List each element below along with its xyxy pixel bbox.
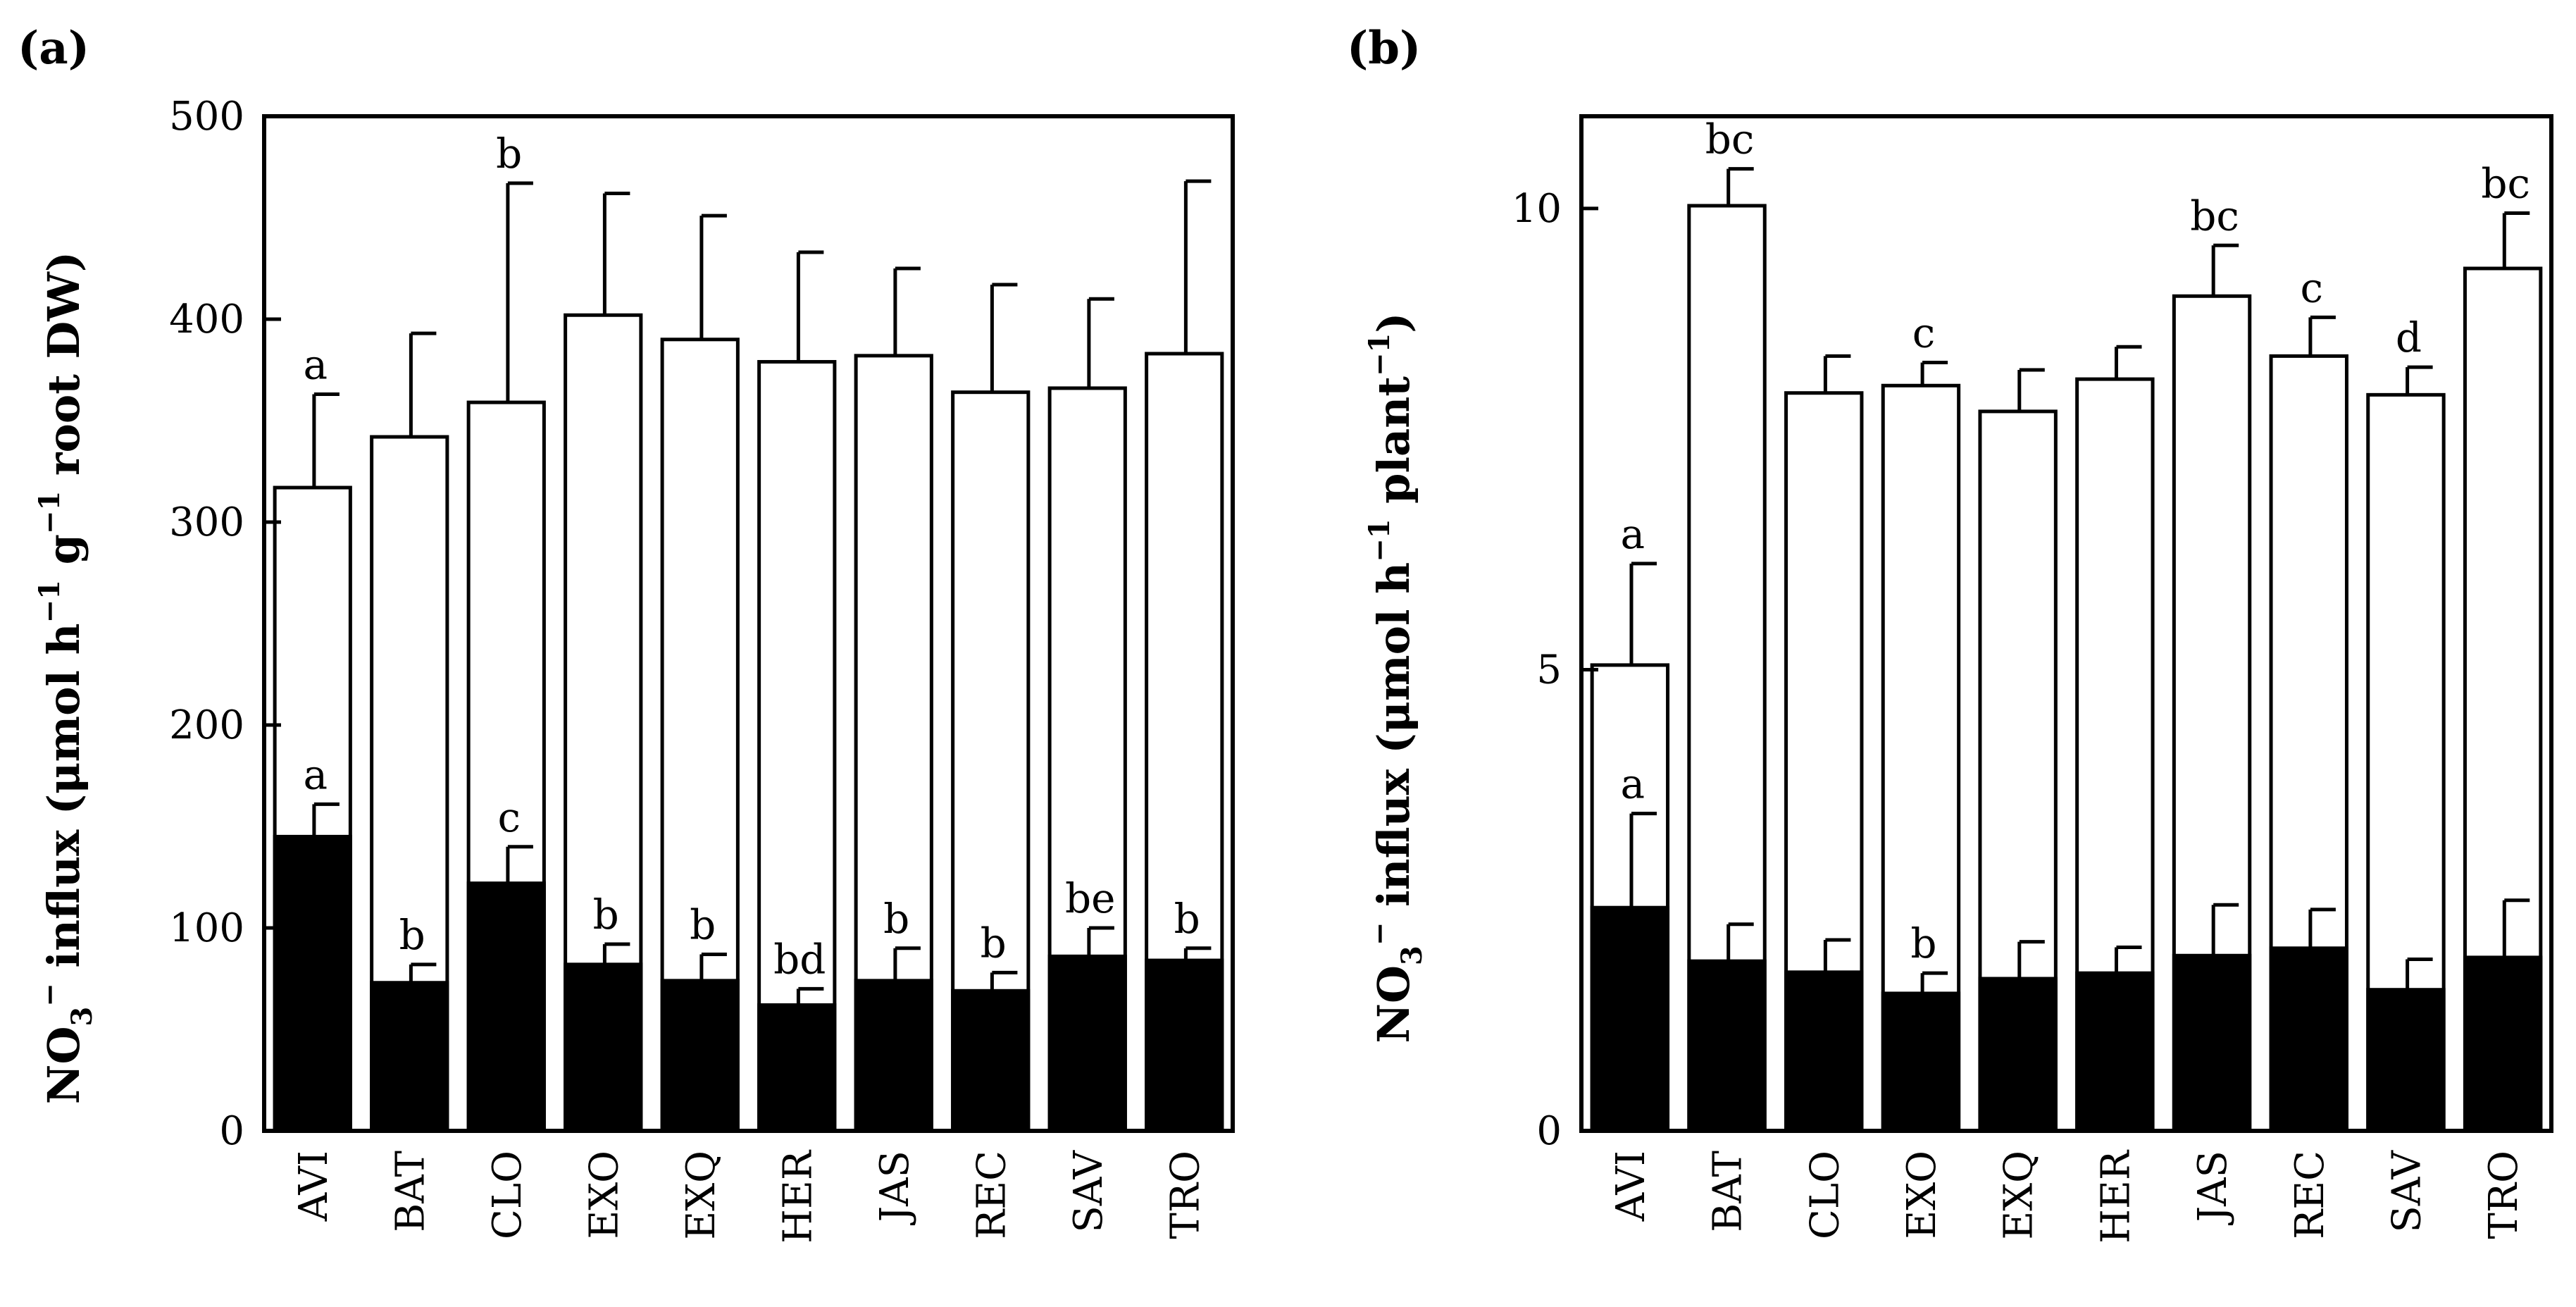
panel-b-bar-component-her (2075, 971, 2155, 1133)
panel-a-x-tick-label-jas: JAS (872, 1151, 918, 1225)
panel-b-x-tick-label-bat: BAT (1705, 1151, 1751, 1232)
panel-b-y-tick-label: 5 (1536, 647, 1562, 693)
panel-b-y-tick-label: 10 (1512, 186, 1562, 232)
panel-b-x-tick-label-avi: AVI (1608, 1151, 1654, 1222)
panel-a-significance-letter-component-bat: b (399, 911, 425, 959)
panel-a-significance-letter-total-avi: a (303, 341, 328, 389)
panel-a-significance-letter-component-sav: be (1065, 874, 1115, 922)
panel-b-bar-component-rec (2269, 946, 2348, 1133)
panel-b-x-tick-label-exo: EXO (1899, 1151, 1945, 1239)
panel-a-bar-component-exo (564, 962, 643, 1133)
panel-a-ylabel-main: NO (38, 1027, 89, 1105)
panel-b-x-tick-label-exq: EXQ (1996, 1151, 2042, 1240)
panel-a-x-tick-label-avi: AVI (291, 1151, 337, 1222)
panel-b-x-tick-label-her: HER (2093, 1149, 2139, 1244)
panel-b-ylabel-sup3: −1 (1363, 333, 1396, 376)
panel-a-bar-component-rec (951, 989, 1031, 1133)
panel-b-significance-letter-total-sav: d (2396, 314, 2422, 361)
panel-a-significance-letter-component-jas: b (883, 895, 909, 943)
panel-a-x-tick-label-exo: EXO (581, 1151, 627, 1239)
panel-a-y-tick-label: 500 (169, 94, 244, 140)
panel-a-x-tick-label-exq: EXQ (678, 1151, 724, 1240)
panel-a-significance-letter-component-exq: b (690, 900, 716, 948)
panel-b-bar-component-sav (2366, 988, 2446, 1133)
panel-a-y-tick-label: 0 (219, 1108, 244, 1154)
panel-b-significance-letter-component-exo: b (1910, 919, 1936, 967)
panel-a-y-axis-title: NO3− influx (μmol h−1 g−1 root DW) (33, 252, 99, 1104)
panel-a-plot-area: a b a b c b b bd b b be b 0 100 200 300 400 500 AVI BAT CLO E… (169, 94, 1235, 1244)
panel-a-y-tick-label: 300 (169, 500, 244, 545)
panel-b: (b) NO3− influx (μmol h−1 plant−1) abccb… (1347, 22, 2553, 1244)
panel-a-ylabel-sup1: − (33, 983, 66, 1007)
panel-b-ylabel-rest: influx (μmol h (1368, 562, 1419, 922)
panel-a-significance-letter-component-rec: b (981, 919, 1007, 967)
panel-a-ylabel-sub: 3 (66, 1007, 99, 1027)
panel-a: (a) NO3− influx (μmol h−1 g−1 root DW) a… (18, 22, 1235, 1244)
panel-b-x-tick-label-rec: REC (2287, 1151, 2333, 1239)
panel-a-bar-component-avi (273, 834, 352, 1133)
panel-b-y-axis-title: NO3− influx (μmol h−1 plant−1) (1363, 312, 1429, 1043)
panel-b-bar-component-exo (1881, 991, 1961, 1133)
panel-a-bar-component-sav (1047, 954, 1127, 1133)
panel-b-plot-frame (1579, 114, 2553, 1133)
panel-a-bar-component-tro (1145, 958, 1224, 1133)
panel-a-bar-component-her (757, 1003, 837, 1133)
panel-b-ylabel-end: ) (1368, 312, 1419, 333)
panel-a-x-tick-label-tro: TRO (1162, 1151, 1208, 1239)
panel-a-bar-component-exq (660, 979, 740, 1133)
panel-b-significance-letter-total-jas: bc (2190, 192, 2239, 240)
panel-a-significance-letter-component-her: bd (773, 935, 826, 983)
panel-b-bar-component-tro (2463, 955, 2543, 1133)
panel-b-ylabel-mid: plant (1368, 376, 1419, 519)
panel-a-significance-letter-component-exo: b (593, 891, 619, 939)
panel-a-significance-letter-component-clo: c (498, 793, 521, 841)
panel-a-x-tick-label-clo: CLO (485, 1151, 530, 1239)
panel-a-bar-component-jas (854, 979, 933, 1133)
panel-a-bar-component-clo (466, 881, 546, 1133)
panel-b-plot-area: a bc c bc c d bc a b 0 5 10 AVI BAT CLO EXO EXQ HER JAS REC… (1512, 114, 2553, 1244)
panel-b-label: (b) (1347, 22, 1421, 75)
panel-a-bar-component-bat (370, 981, 449, 1133)
panel-b-bar-component-avi (1590, 905, 1670, 1133)
panel-a-ylabel-rest: influx (μmol h (38, 623, 89, 983)
panel-a-y-tick-label: 100 (169, 905, 244, 951)
panel-b-bar-component-jas (2172, 953, 2252, 1133)
panel-a-x-tick-label-her: HER (775, 1149, 821, 1244)
panel-b-ylabel-sup2: −1 (1363, 519, 1396, 562)
panel-a-significance-letter-component-tro: b (1174, 895, 1200, 943)
panel-b-significance-letter-total-rec: c (2301, 264, 2323, 311)
panel-b-significance-letter-component-avi: a (1621, 760, 1645, 808)
panel-a-y-tick-label: 200 (169, 702, 244, 748)
panel-b-x-tick-label-jas: JAS (2190, 1151, 2236, 1225)
panel-a-significance-letter-total-clo: b (496, 130, 522, 178)
panel-b-x-tick-label-clo: CLO (1802, 1151, 1848, 1239)
panel-a-y-tick-label: 400 (169, 297, 244, 342)
panel-b-y-tick-label: 0 (1536, 1108, 1562, 1154)
panel-b-bar-component-exq (1978, 977, 2058, 1133)
panel-b-x-tick-label-tro: TRO (2481, 1151, 2527, 1239)
panel-b-bar-component-clo (1784, 970, 1864, 1133)
panel-b-ylabel-sup1: − (1363, 922, 1396, 946)
panel-b-significance-letter-total-tro: bc (2481, 159, 2530, 207)
panel-a-ylabel-sup3: −1 (33, 491, 66, 534)
panel-a-x-tick-label-bat: BAT (387, 1151, 433, 1232)
panel-b-ylabel-main: NO (1368, 965, 1419, 1043)
panel-a-plot-frame (262, 114, 1235, 1133)
panel-b-x-tick-label-sav: SAV (2384, 1149, 2429, 1232)
panel-a-x-tick-label-sav: SAV (1066, 1149, 1112, 1232)
panel-a-ylabel-end: root DW) (38, 252, 89, 491)
panel-b-significance-letter-total-bat: bc (1705, 116, 1755, 163)
panel-b-significance-letter-total-avi: a (1621, 510, 1645, 558)
panel-a-ylabel-mid: g (38, 534, 89, 580)
panel-b-ylabel-sub: 3 (1395, 946, 1429, 965)
panel-a-label: (a) (18, 22, 89, 75)
panel-a-significance-letter-component-avi: a (303, 750, 328, 798)
panel-b-significance-letter-total-exo: c (1912, 309, 1935, 357)
panel-b-bar-component-bat (1687, 959, 1767, 1133)
panel-a-x-tick-label-rec: REC (969, 1151, 1014, 1239)
panel-a-ylabel-sup2: −1 (33, 580, 66, 623)
